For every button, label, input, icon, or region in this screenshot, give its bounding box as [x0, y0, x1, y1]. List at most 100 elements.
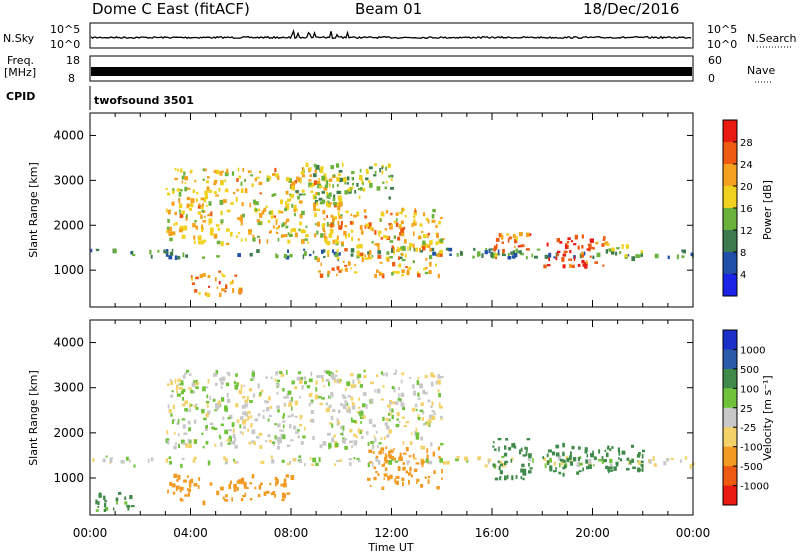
power-cell [174, 255, 178, 260]
power-cell [202, 168, 207, 172]
power-cell [358, 195, 361, 199]
velocity-cell [427, 479, 430, 484]
power-cell [328, 178, 333, 182]
power-cell [167, 228, 170, 233]
velocity-cell [249, 400, 253, 403]
y-tick-label: 4000 [53, 128, 84, 142]
power-cell [302, 167, 304, 170]
velocity-cell [310, 418, 315, 423]
power-cell [285, 177, 290, 182]
velocity-cell [276, 379, 281, 383]
power-cell [222, 199, 227, 204]
power-cell [338, 178, 342, 183]
power-cell [240, 181, 243, 186]
velocity-cell [222, 496, 225, 500]
velocity-cell [298, 455, 302, 458]
velocity-cell [378, 450, 382, 455]
velocity-cell [247, 428, 249, 433]
velocity-cell [205, 400, 210, 404]
velocity-cell [276, 391, 279, 395]
velocity-cell [401, 372, 405, 376]
power-cell [277, 176, 280, 180]
velocity-cell [225, 494, 228, 498]
velocity-cell [290, 439, 294, 442]
velocity-cell [626, 467, 630, 471]
velocity-cell [439, 405, 443, 409]
velocity-cell [373, 476, 377, 481]
velocity-cell [629, 460, 632, 465]
velocity-cell [150, 457, 154, 462]
velocity-cell [357, 428, 360, 434]
velocity-cell [572, 456, 577, 462]
velocity-cell [511, 457, 514, 461]
velocity-cell [636, 453, 641, 458]
velocity-cell [194, 439, 197, 444]
velocity-cell [383, 462, 386, 465]
velocity-cell [251, 474, 255, 478]
power-cell [568, 258, 573, 261]
power-cell [168, 255, 173, 260]
velocity-cell [331, 437, 335, 443]
power-cell [317, 192, 320, 196]
velocity-cell [372, 451, 375, 454]
velocity-cell [239, 479, 243, 484]
power-cell [216, 255, 220, 258]
power-cell [208, 201, 212, 206]
colorbar-tick-label: -500 [740, 462, 763, 473]
velocity-cell [359, 430, 362, 435]
power-cell [277, 237, 280, 242]
velocity-cell [689, 464, 692, 469]
velocity-cell [439, 457, 443, 463]
velocity-cell [348, 458, 352, 461]
velocity-cell [236, 480, 240, 484]
power-cell [332, 249, 335, 253]
power-cell [285, 190, 289, 195]
velocity-ylabel: Slant Range [km] [27, 370, 40, 466]
velocity-cell [615, 461, 619, 465]
velocity-cell [621, 450, 626, 455]
power-cell [582, 263, 586, 267]
velocity-cell [180, 463, 183, 468]
velocity-cell [427, 399, 431, 403]
power-cell [456, 253, 459, 257]
power-cell [165, 251, 169, 254]
y-tick-label: 3000 [53, 173, 84, 187]
power-cell [201, 226, 203, 230]
power-cell [333, 205, 337, 208]
velocity-cell [103, 508, 107, 512]
power-cell [195, 225, 198, 230]
power-cell [322, 209, 326, 215]
power-cell [525, 248, 530, 251]
power-cell [280, 199, 283, 205]
velocity-cell [382, 372, 385, 376]
velocity-cell [579, 456, 582, 459]
velocity-cell [493, 441, 495, 444]
power-cell [377, 250, 381, 255]
velocity-cell [321, 374, 324, 379]
velocity-cell [422, 389, 426, 395]
velocity-cell [215, 405, 220, 410]
power-cell [340, 268, 344, 272]
velocity-cell [415, 462, 420, 465]
velocity-cell [426, 422, 430, 426]
power-cell [318, 185, 323, 188]
power-cell [592, 255, 595, 260]
velocity-cell [389, 449, 394, 453]
power-cell [367, 180, 371, 183]
power-cell [400, 246, 404, 250]
velocity-cell [92, 457, 95, 463]
power-cell [291, 181, 296, 186]
velocity-cell [271, 459, 273, 463]
power-cell [327, 254, 329, 258]
power-cell [415, 247, 419, 252]
power-cell [328, 233, 333, 238]
velocity-cell [603, 459, 607, 463]
velocity-cell [291, 380, 295, 385]
velocity-cell [519, 449, 522, 455]
power-cell [449, 253, 452, 256]
velocity-cell [338, 459, 343, 462]
power-cell [429, 261, 432, 267]
power-cell [204, 194, 208, 200]
velocity-cell [289, 400, 292, 403]
velocity-cell [195, 406, 199, 410]
